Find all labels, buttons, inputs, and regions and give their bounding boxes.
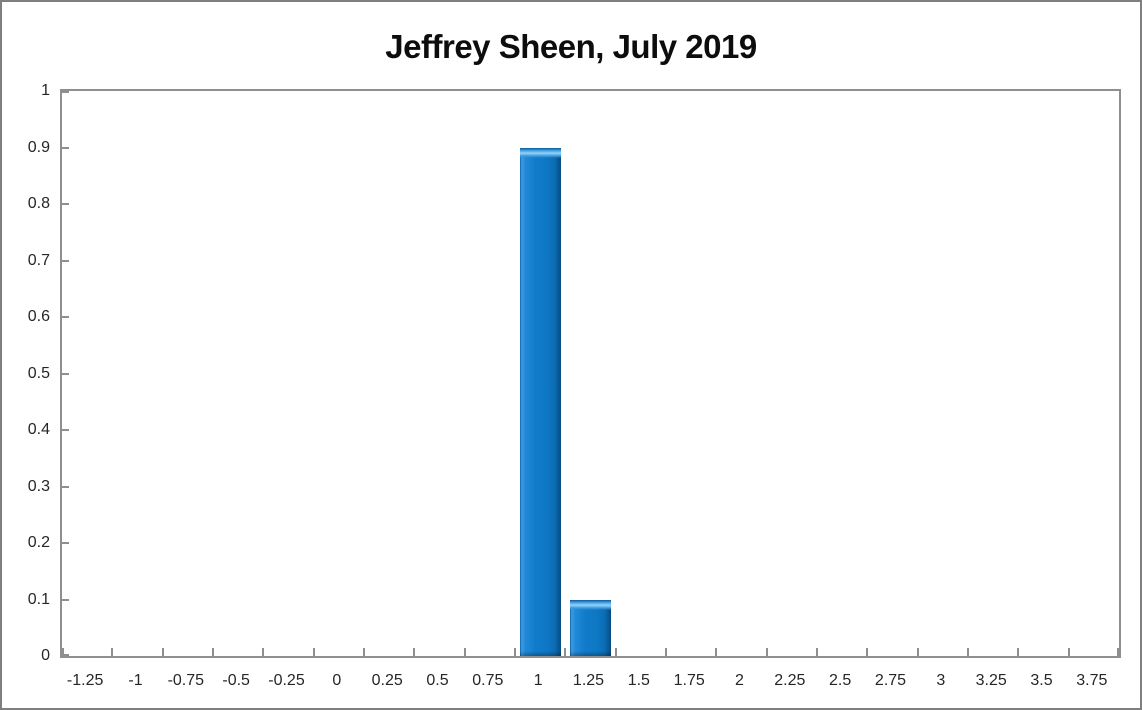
plot-inner <box>62 91 1119 656</box>
x-axis-tick-label: 3.5 <box>1030 672 1053 689</box>
y-axis-tick-label: 0.8 <box>27 195 50 212</box>
x-axis-tick <box>514 648 516 656</box>
y-axis-tick <box>62 598 69 601</box>
plot-area <box>60 89 1121 658</box>
x-axis-tick-label: 1.25 <box>572 672 605 689</box>
x-axis-tick <box>1067 648 1070 656</box>
x-axis-tick-label: 0.75 <box>472 672 504 689</box>
x-axis-tick-label: 2.25 <box>774 672 806 689</box>
x-axis-tick-label: 2.75 <box>874 672 907 689</box>
bar-x-1 <box>519 147 562 656</box>
x-axis-tick-label: 3.25 <box>975 672 1007 689</box>
x-axis-tick <box>916 648 919 656</box>
chart-title: Jeffrey Sheen, July 2019 <box>385 28 757 65</box>
x-axis-tick <box>866 648 869 656</box>
x-axis-tick <box>1017 648 1020 656</box>
x-axis-tick-label: -0.75 <box>167 672 205 689</box>
y-axis-tick <box>62 485 69 488</box>
y-axis-tick-label: 0.7 <box>27 251 50 269</box>
x-axis-tick-label: -1 <box>128 672 143 689</box>
x-axis-tick <box>363 648 365 656</box>
x-axis-tick <box>413 648 416 656</box>
x-axis-tick-label: 0.25 <box>371 672 403 689</box>
x-axis-tick <box>1117 648 1119 656</box>
x-axis-tick-label: 1.75 <box>673 672 705 689</box>
y-axis-labels: 0 0.1 0.2 0.3 0.4 0.5 0.6 0.7 0.8 0.9 1 <box>2 82 50 664</box>
x-axis-tick <box>463 648 466 656</box>
x-axis-tick <box>614 648 617 656</box>
x-axis-tick <box>62 648 64 656</box>
y-axis-tick-label: 0.6 <box>27 308 50 325</box>
x-axis-tick <box>715 648 718 656</box>
y-axis-tick <box>62 654 69 656</box>
x-axis-tick-label: 2.5 <box>829 672 852 689</box>
y-axis-tick-label: 0.1 <box>27 590 50 608</box>
y-axis-tick <box>62 91 69 93</box>
x-axis-tick-label: 3.75 <box>1076 672 1108 689</box>
x-axis-tick-label: -1.25 <box>66 672 104 689</box>
x-axis-tick-label: 3 <box>936 672 946 689</box>
x-axis-tick <box>665 648 667 656</box>
x-axis-labels: -1.25 -1 -0.75 -0.5 -0.25 0 0.25 0.5 0.75 1 1.25 1.… <box>60 671 1121 695</box>
x-axis-tick <box>212 648 214 656</box>
x-axis-tick <box>161 648 164 656</box>
y-axis-tick-label: 0.5 <box>27 364 50 382</box>
x-axis-tick-label: 2 <box>735 672 744 689</box>
x-axis-tick <box>765 648 768 656</box>
x-axis-tick <box>312 648 315 656</box>
y-axis-tick <box>62 203 69 205</box>
y-axis-tick-label: 0 <box>41 647 50 664</box>
x-axis-tick-label: 1.5 <box>627 672 650 689</box>
y-axis-tick <box>62 542 69 544</box>
y-axis-tick <box>62 259 69 262</box>
y-axis-tick-label: 0.4 <box>27 421 50 438</box>
bar-x-1.25 <box>569 599 612 656</box>
y-axis-tick <box>62 146 69 149</box>
x-axis-tick <box>262 648 265 656</box>
x-axis-tick <box>111 648 114 656</box>
y-axis-tick-label: 0.3 <box>27 477 50 495</box>
x-axis-tick-label: -0.5 <box>222 672 250 689</box>
x-axis-tick-label: 1 <box>533 672 543 689</box>
x-axis-tick <box>967 648 969 656</box>
y-axis-tick <box>62 372 69 375</box>
y-axis-tick <box>62 316 69 318</box>
y-axis-tick-label: 1 <box>41 82 50 99</box>
x-axis-tick-label: -0.25 <box>268 672 305 689</box>
y-axis-tick-label: 0.9 <box>27 138 50 156</box>
x-axis-tick-label: 0.5 <box>426 672 449 689</box>
x-axis-tick <box>816 648 818 656</box>
x-axis-tick <box>564 648 567 656</box>
x-axis-tick-label: 0 <box>332 672 342 689</box>
y-axis-tick <box>62 429 69 431</box>
y-axis-tick-label: 0.2 <box>27 534 50 551</box>
